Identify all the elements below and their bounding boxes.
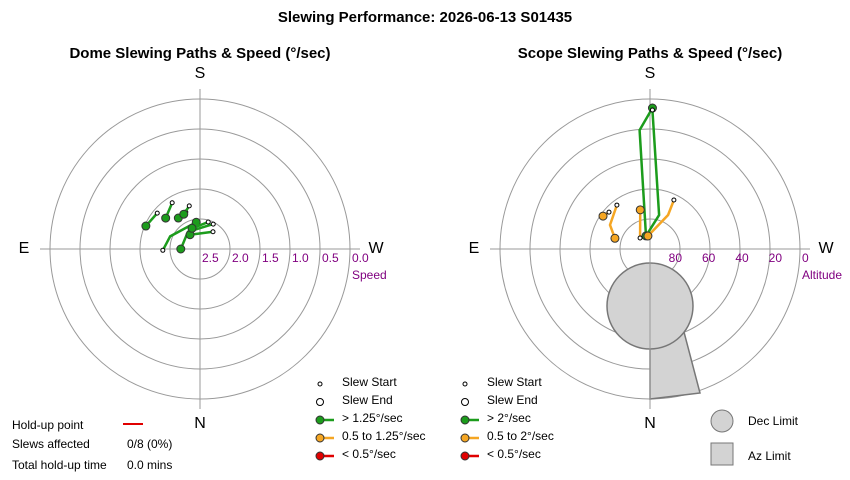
legend-label: > 1.25°/sec	[342, 411, 403, 425]
r-tick-label: 0	[802, 251, 809, 265]
compass-label: W	[818, 240, 834, 257]
compass-label: S	[195, 65, 206, 82]
legend-marker	[460, 433, 470, 443]
summary-label: Slews affected	[12, 437, 90, 451]
r-tick-label: 0.5	[322, 251, 339, 265]
slew-start	[637, 235, 643, 241]
slew-path	[608, 204, 619, 239]
r-tick-label: 20	[769, 251, 783, 265]
legend-label: Slew Start	[342, 375, 397, 389]
legend-marker	[462, 381, 468, 387]
slew-end	[635, 205, 645, 215]
legend-label: 0.5 to 2°/sec	[487, 429, 554, 443]
legend-label: Slew End	[487, 393, 538, 407]
legend-label: < 0.5°/sec	[487, 447, 541, 461]
limits: Dec Limit Az Limit	[606, 262, 799, 466]
legend-marker	[315, 415, 325, 425]
main-title: Slewing Performance: 2026-06-13 S01435	[278, 9, 572, 26]
slew-end	[161, 213, 171, 223]
slew-start	[649, 107, 655, 113]
compass-label: N	[194, 415, 206, 432]
slew-end	[610, 233, 620, 243]
az-limit-swatch	[710, 442, 734, 466]
r-tick-label: 1.0	[292, 251, 309, 265]
slew-path	[647, 199, 676, 237]
slew-start	[205, 219, 211, 225]
legend-label: Az Limit	[748, 449, 791, 463]
slew-end	[598, 211, 608, 221]
r-tick-label: 2.0	[232, 251, 249, 265]
legend-marker	[460, 415, 470, 425]
legend-label: 0.5 to 1.25°/sec	[342, 429, 426, 443]
grid-ring	[169, 218, 231, 280]
slew-path	[644, 109, 661, 237]
dec-limit-swatch	[710, 409, 734, 433]
r-tick-label: 60	[702, 251, 716, 265]
legend-marker	[461, 398, 469, 406]
slew-end	[141, 221, 151, 231]
slew-path	[638, 107, 654, 237]
slew-start	[210, 221, 216, 227]
compass-label: N	[644, 415, 656, 432]
compass-label: E	[469, 240, 480, 257]
slew-end	[179, 209, 189, 219]
slew-path	[161, 221, 197, 251]
compass-label: W	[368, 240, 384, 257]
r-tick-label: 40	[735, 251, 749, 265]
legend-marker	[317, 381, 323, 387]
r-tick-label: 0.0	[352, 251, 369, 265]
legend-label: Dec Limit	[748, 414, 799, 428]
grid-ring	[49, 98, 351, 400]
summary-label: Hold-up point	[12, 418, 84, 432]
compass-label: E	[19, 240, 30, 257]
r-tick-label: 1.5	[262, 251, 279, 265]
r-tick-label: 2.5	[202, 251, 219, 265]
chart-title: Scope Slewing Paths & Speed (°/sec)	[518, 45, 782, 62]
grid-ring	[139, 188, 261, 310]
slew-start	[169, 200, 175, 206]
summary-value: 0/8 (0%)	[127, 437, 172, 451]
slew-start	[606, 209, 612, 215]
slew-start	[160, 247, 166, 253]
summary-value: 0.0 mins	[127, 458, 172, 472]
grid-ring	[109, 158, 291, 340]
slew-end	[643, 231, 653, 241]
legend-label: Slew End	[342, 393, 393, 407]
summary-label: Total hold-up time	[12, 458, 107, 472]
compass-label: S	[645, 65, 656, 82]
legend-label: < 0.5°/sec	[342, 447, 396, 461]
chart-title: Dome Slewing Paths & Speed (°/sec)	[69, 45, 330, 62]
grid-ring	[79, 128, 321, 370]
slew-start	[614, 202, 620, 208]
slew-start	[154, 210, 160, 216]
slew-end	[187, 223, 197, 233]
r-axis-label: Speed	[352, 268, 387, 282]
legend-marker	[315, 433, 325, 443]
summary: Hold-up point Slews affected 0/8 (0%) To…	[12, 418, 172, 472]
slew-start	[186, 203, 192, 209]
slew-end	[176, 244, 186, 254]
r-tick-label: 80	[669, 251, 683, 265]
legend-label: Slew Start	[487, 375, 542, 389]
legend-marker	[316, 398, 324, 406]
legend-label: > 2°/sec	[487, 411, 531, 425]
legend-marker	[460, 451, 470, 461]
legend-marker	[315, 451, 325, 461]
slew-start	[671, 197, 677, 203]
slew-start	[210, 229, 216, 235]
r-axis-label: Altitude	[802, 268, 842, 282]
